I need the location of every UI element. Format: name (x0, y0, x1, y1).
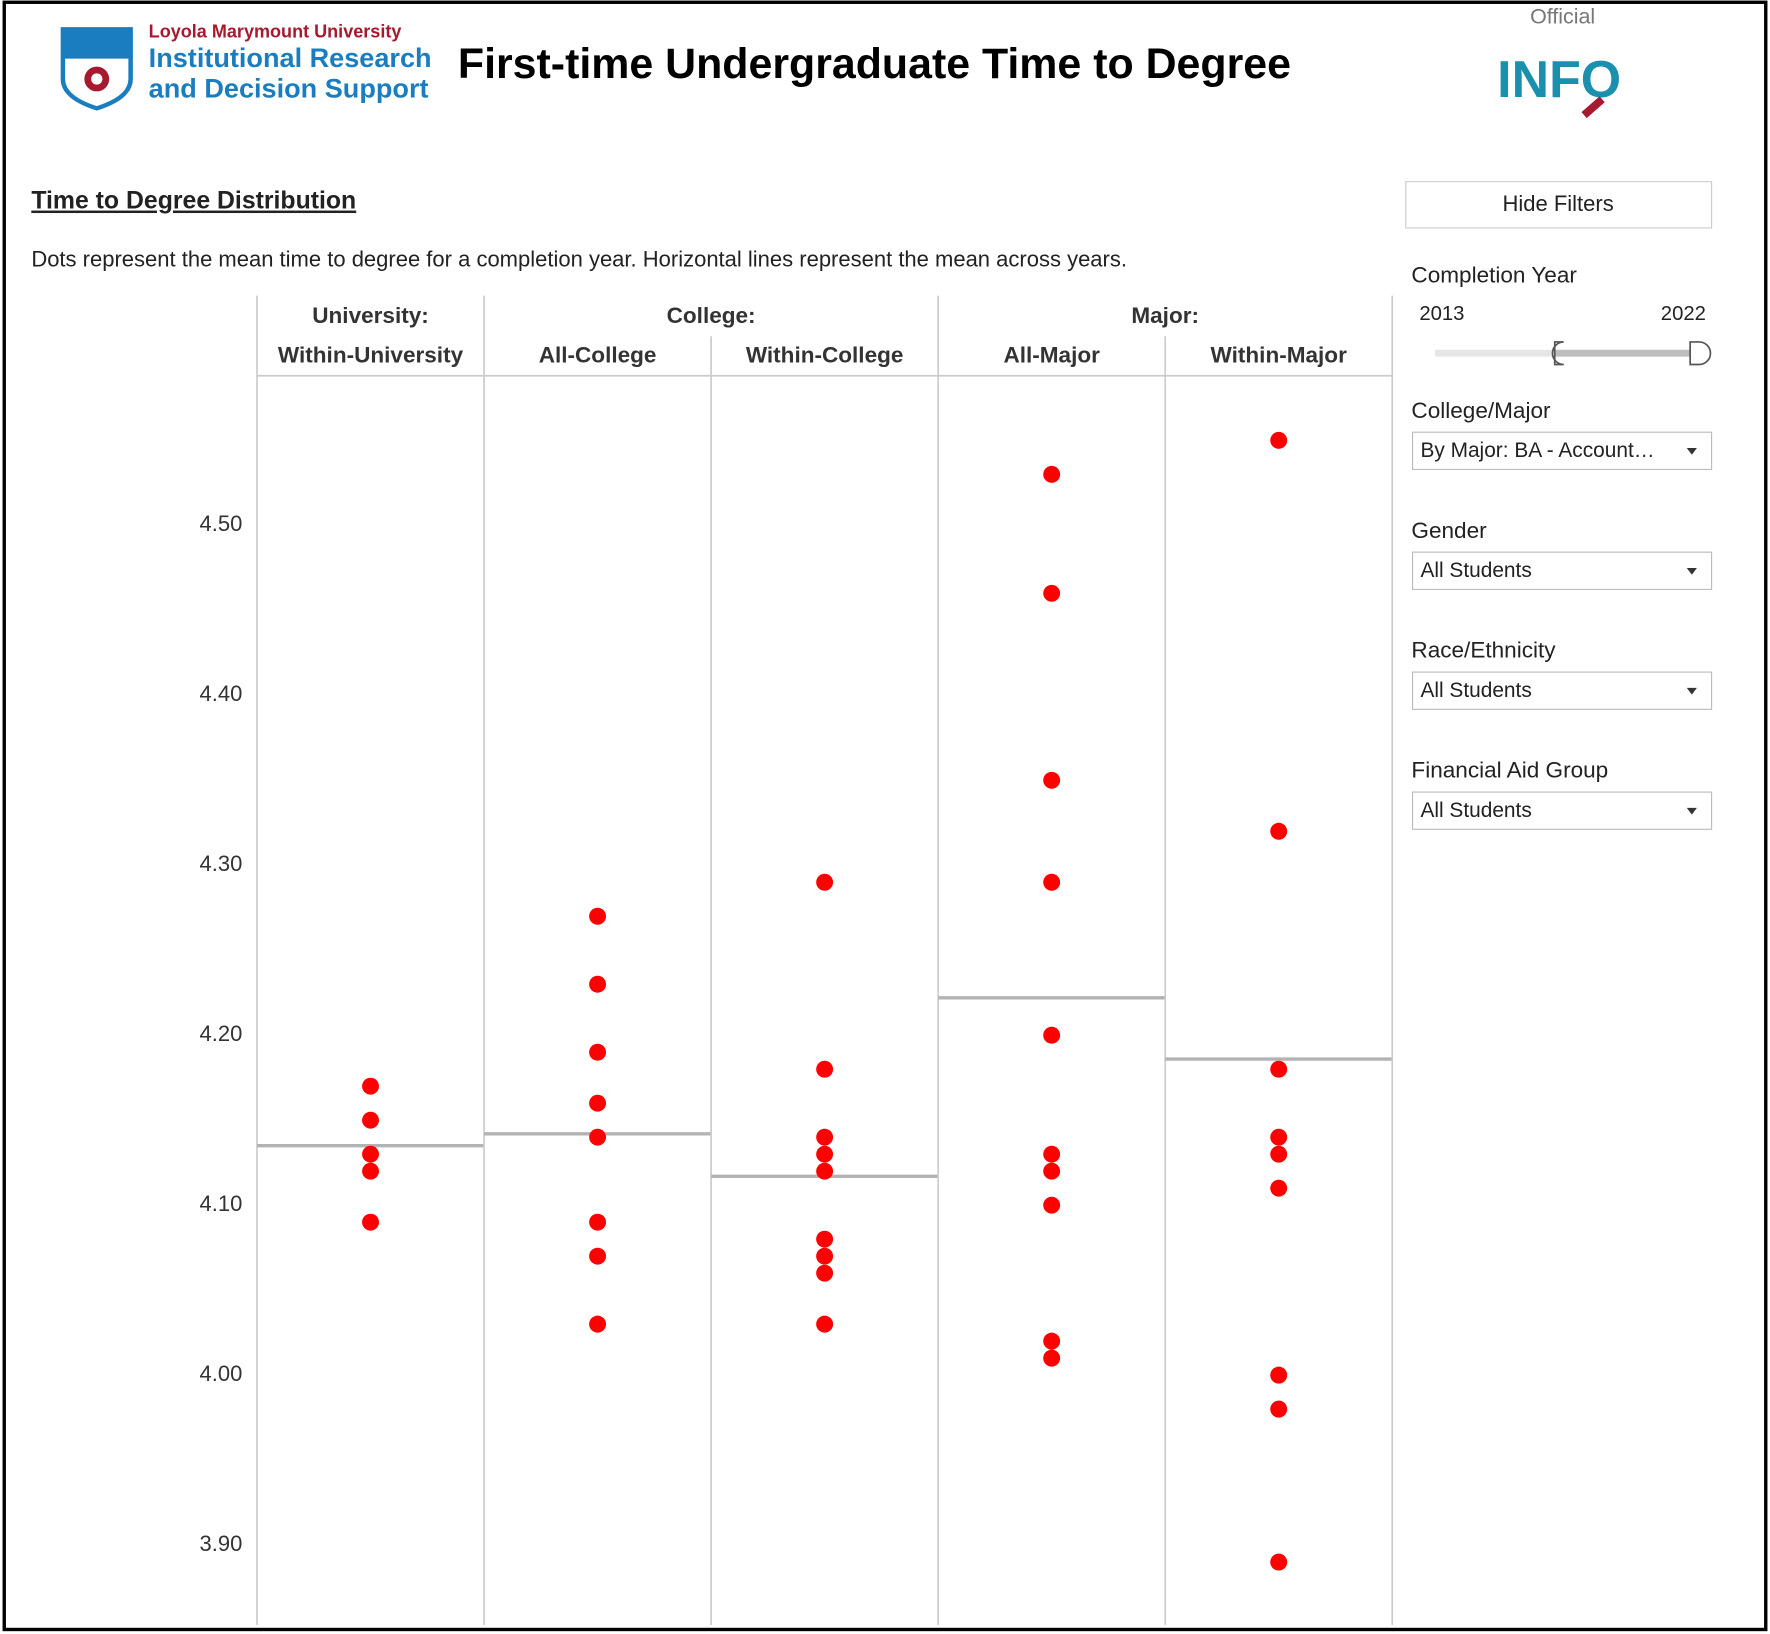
slider-end: 2022 (1661, 303, 1706, 325)
dashboard-title: First-time Undergraduate Time to Degree (458, 40, 1291, 88)
y-tick-label: 4.50 (200, 511, 243, 536)
group-header: University: (312, 303, 429, 328)
y-tick-label: 4.30 (200, 851, 243, 876)
badge-logo: INFO (1497, 50, 1621, 108)
dropdown[interactable] (1411, 551, 1713, 590)
dot[interactable] (816, 1315, 834, 1333)
filter-label: Gender (1411, 518, 1487, 543)
column-header: All-Major (1003, 343, 1100, 368)
dot[interactable] (589, 1315, 607, 1333)
dot[interactable] (1270, 1553, 1288, 1571)
slider-handle[interactable] (1551, 341, 1564, 366)
dot[interactable] (589, 1043, 607, 1061)
dot[interactable] (1043, 771, 1061, 789)
dot[interactable] (1270, 1060, 1288, 1078)
dot[interactable] (362, 1111, 380, 1129)
magnifier-handle (1581, 96, 1605, 119)
dot[interactable] (1043, 1145, 1061, 1163)
dot[interactable] (816, 1247, 834, 1265)
filter-label: Financial Aid Group (1411, 758, 1608, 783)
dot[interactable] (362, 1213, 380, 1231)
slider-handle[interactable] (1689, 341, 1712, 366)
dot[interactable] (362, 1162, 380, 1180)
dot[interactable] (362, 1145, 380, 1163)
y-tick-label: 4.00 (200, 1361, 243, 1386)
section-title: Time to Degree Distribution (31, 188, 356, 215)
dot[interactable] (589, 1094, 607, 1112)
badge-caption: Official (1530, 5, 1595, 29)
department-line: Institutional Research (149, 42, 432, 73)
dot[interactable] (1043, 1162, 1061, 1180)
dropdown-arrow[interactable] (1686, 807, 1697, 815)
dropdown[interactable] (1411, 791, 1713, 830)
y-tick-label: 4.10 (200, 1191, 243, 1216)
column-header: Within-Major (1211, 343, 1348, 368)
dot[interactable] (1270, 431, 1288, 449)
dot[interactable] (1270, 1128, 1288, 1146)
group-header: Major: (1131, 303, 1199, 328)
dot[interactable] (816, 1128, 834, 1146)
y-tick-label: 4.20 (200, 1021, 243, 1046)
hide-filters-button[interactable] (1405, 181, 1713, 229)
dot[interactable] (589, 975, 607, 993)
section-description: Dots represent the mean time to degree f… (31, 246, 1127, 271)
dot[interactable] (1043, 1196, 1061, 1214)
dropdown[interactable] (1411, 671, 1713, 710)
dot[interactable] (816, 1060, 834, 1078)
column-header: Within-University (278, 343, 464, 368)
dot[interactable] (1270, 1145, 1288, 1163)
dot[interactable] (816, 1145, 834, 1163)
dropdown-value[interactable]: By Major: BA - Account… (1420, 439, 1654, 462)
dropdown-arrow[interactable] (1686, 567, 1697, 575)
dot[interactable] (1043, 1349, 1061, 1367)
dot[interactable] (816, 1264, 834, 1282)
dot[interactable] (1270, 822, 1288, 840)
dot[interactable] (1270, 1179, 1288, 1197)
dot[interactable] (1043, 465, 1061, 483)
dropdown-value[interactable]: All Students (1420, 679, 1531, 702)
dot[interactable] (589, 1247, 607, 1265)
dot[interactable] (362, 1077, 380, 1095)
y-tick-label: 3.90 (200, 1531, 243, 1556)
filter-label: Completion Year (1411, 262, 1577, 287)
filter-label: Race/Ethnicity (1411, 638, 1556, 663)
dropdown-arrow[interactable] (1686, 447, 1697, 455)
slider-range[interactable] (1554, 349, 1700, 357)
dot[interactable] (1043, 1332, 1061, 1350)
dot[interactable] (589, 1213, 607, 1231)
column-header: All-College (539, 343, 657, 368)
logo (60, 27, 133, 111)
hide-filters-label[interactable]: Hide Filters (1502, 191, 1613, 216)
dot[interactable] (589, 907, 607, 925)
slider-start: 2013 (1419, 303, 1464, 325)
dot[interactable] (816, 873, 834, 891)
dot[interactable] (589, 1128, 607, 1146)
dot[interactable] (1043, 873, 1061, 891)
dot[interactable] (1270, 1400, 1288, 1418)
dot[interactable] (816, 1230, 834, 1248)
column-header: Within-College (746, 343, 904, 368)
dot[interactable] (816, 1162, 834, 1180)
department-line: and Decision Support (149, 72, 429, 103)
dot[interactable] (1043, 1026, 1061, 1044)
y-tick-label: 4.40 (200, 681, 243, 706)
dropdown[interactable] (1411, 431, 1713, 471)
dropdown-value[interactable]: All Students (1420, 559, 1531, 582)
dot[interactable] (1043, 584, 1061, 602)
filter-label: College/Major (1411, 398, 1551, 423)
dot[interactable] (1270, 1366, 1288, 1384)
dropdown-arrow[interactable] (1686, 687, 1697, 695)
group-header: College: (667, 303, 756, 328)
university-name: Loyola Marymount University (149, 21, 402, 41)
dropdown-value[interactable]: All Students (1420, 799, 1531, 822)
